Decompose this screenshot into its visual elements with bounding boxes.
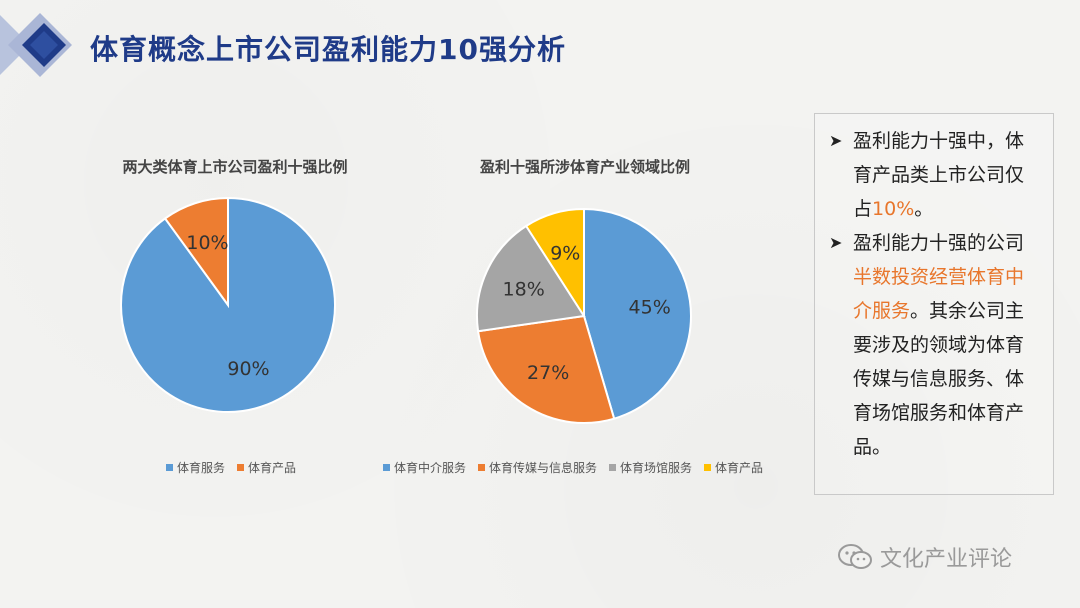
chart2-legend-item-0: 体育中介服务: [383, 459, 466, 476]
chart2-slice-2: [476, 224, 586, 333]
chart2-legend-swatch-3: [704, 464, 712, 471]
bullet-2-text-after: 。其余公司主要涉及的领域为体育传媒与信息服务、体育场馆服务和体育产品。: [853, 300, 1025, 458]
chart2-legend-label-1: 体育传媒与信息服务: [489, 461, 598, 475]
chart1-pie: 90% 10%: [120, 196, 336, 413]
chart2-pie: 45% 27% 18%9%: [476, 207, 692, 424]
chart2-slice-3: [524, 207, 585, 320]
chart1-legend: 体育服务 体育产品: [166, 459, 296, 476]
chart2-legend-swatch-0: [383, 464, 390, 471]
chart1-legend-swatch-0: [166, 464, 173, 471]
chart2-data-label-1: 27%: [527, 362, 569, 384]
chart1-legend-label-0: 体育服务: [177, 461, 226, 475]
chart2-legend-item-3: 体育产品: [704, 459, 763, 476]
summary-panel: ➤ 盈利能力十强中，体育产品类上市公司仅占10%。 ➤ 盈利能力十强的公司半数投…: [814, 113, 1054, 495]
chart2-legend-swatch-2: [609, 464, 617, 471]
chart2-data-label-0: 45%: [629, 297, 671, 319]
chart1-legend-swatch-1: [237, 464, 245, 471]
chart1-slice-0: [120, 196, 336, 413]
chart2-slice-0: [583, 207, 692, 420]
bullet-1-text: 盈利能力十强中，体育产品类上市公司仅占10%。: [853, 124, 1039, 226]
chart2-data-label-2: 18%: [503, 278, 545, 300]
summary-bullet-2: ➤ 盈利能力十强的公司半数投资经营体育中介服务。其余公司主要涉及的领域为体育传媒…: [829, 226, 1039, 464]
bullet-1-text-before: 盈利能力十强中，体育产品类上市公司仅占: [853, 130, 1025, 220]
bullet-2-highlight: 半数投资经营体育中介服务: [853, 266, 1025, 322]
diamond-decoration-icon: [0, 13, 72, 77]
chart2-legend-label-3: 体育产品: [715, 461, 764, 475]
chart1-legend-label-1: 体育产品: [248, 461, 297, 475]
bullet-1-text-after: 。: [914, 198, 934, 220]
bullet-2-text: 盈利能力十强的公司半数投资经营体育中介服务。其余公司主要涉及的领域为体育传媒与信…: [853, 226, 1039, 464]
wechat-icon: [838, 544, 872, 569]
chart2-legend-item-1: 体育传媒与信息服务: [478, 459, 597, 476]
chart2-slice-1: [476, 314, 616, 424]
page-title: 体育概念上市公司盈利能力10强分析: [90, 33, 566, 66]
chart1-data-label-0: 90%: [227, 358, 269, 380]
chart1-data-label-1: 10%: [186, 232, 228, 254]
chart1-title: 两大类体育上市公司盈利十强比例: [122, 158, 348, 176]
chart1-legend-item-0: 体育服务: [166, 459, 225, 476]
chart2-legend-label-0: 体育中介服务: [394, 461, 467, 475]
chart2-legend-item-2: 体育场馆服务: [609, 459, 692, 476]
chart1-legend-item-1: 体育产品: [237, 459, 296, 476]
bullet-1-highlight: 10%: [872, 198, 915, 220]
arrow-right-icon: ➤: [829, 233, 843, 252]
chart2-legend-label-2: 体育场馆服务: [620, 461, 693, 475]
watermark-text: 文化产业评论: [880, 547, 1013, 572]
watermark: 文化产业评论: [838, 541, 1012, 573]
bullet-2-text-before: 盈利能力十强的公司: [853, 232, 1025, 254]
chart2-title: 盈利十强所涉体育产业领域比例: [479, 158, 690, 176]
arrow-right-icon: ➤: [829, 131, 843, 150]
chart1-slice-1: [163, 196, 229, 309]
chart2-legend: 体育中介服务 体育传媒与信息服务 体育场馆服务 体育产品: [383, 459, 763, 476]
chart2-data-label-3: 9%: [550, 242, 580, 264]
chart2-legend-swatch-1: [478, 464, 486, 471]
summary-bullet-1: ➤ 盈利能力十强中，体育产品类上市公司仅占10%。: [829, 124, 1039, 226]
